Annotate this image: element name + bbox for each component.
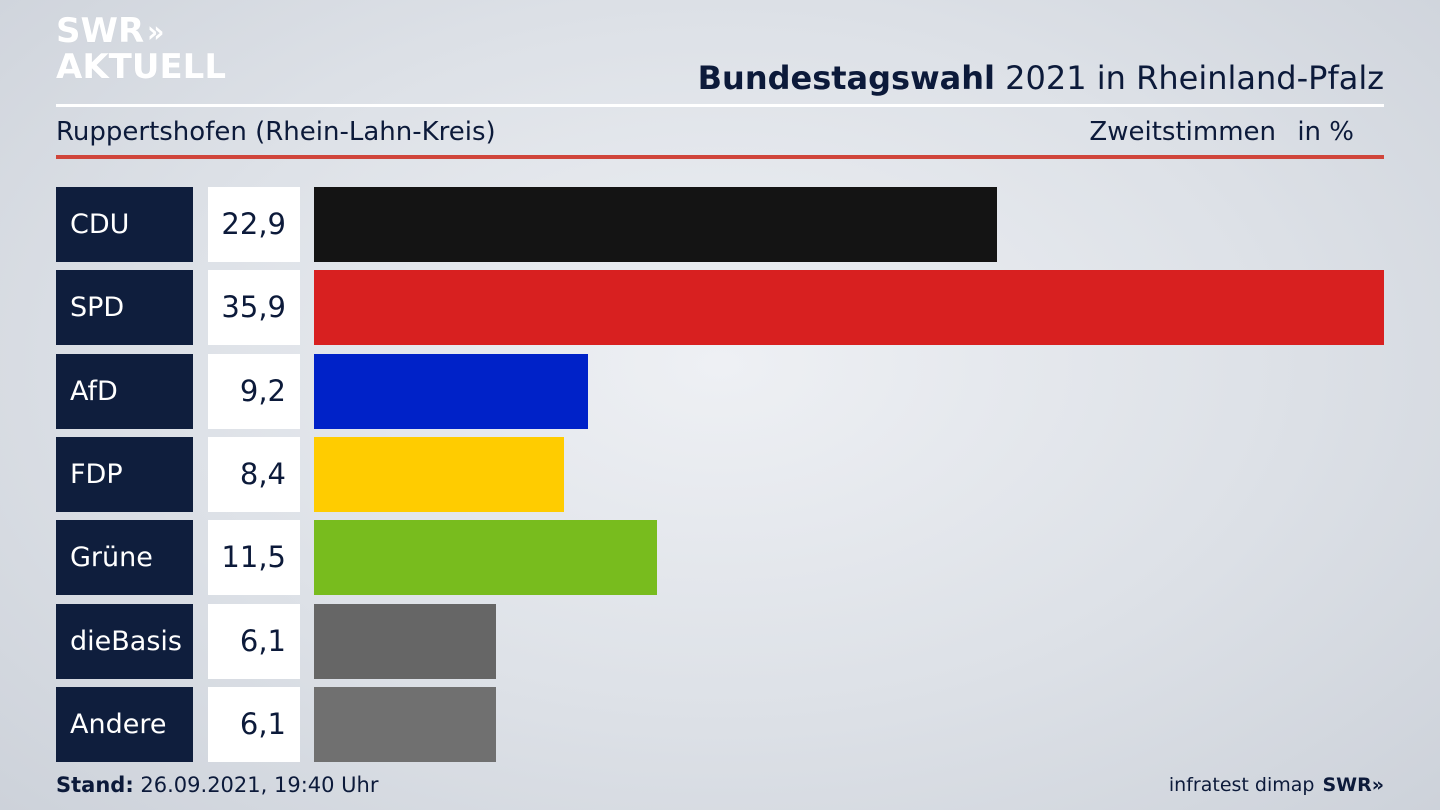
bar-row: SPD 35,9 [56,270,1384,345]
party-label: SPD [56,270,193,345]
bar-row: CDU 22,9 [56,187,1384,262]
bar [314,354,588,429]
logo-chevron-icon: » [147,15,165,50]
title-bold-part: Bundestagswahl [697,59,995,97]
party-label: CDU [56,187,193,262]
party-label: AfD [56,354,193,429]
logo-swr-text: SWR [56,11,145,51]
bar [314,687,496,762]
value-label: 6,1 [208,687,300,762]
source-credit: infratest dimap SWR» [1169,771,1384,799]
unit-label: in % [1297,117,1354,147]
value-label: 9,2 [208,354,300,429]
bar-row: FDP 8,4 [56,437,1384,512]
party-label: dieBasis [56,604,193,679]
party-label: Grüne [56,520,193,595]
value-label: 35,9 [208,270,300,345]
swr-footer-logo: SWR» [1322,774,1384,796]
swr-aktuell-logo: SWR» AKTUELL [56,14,226,86]
bar-row: dieBasis 6,1 [56,604,1384,679]
value-label: 11,5 [208,520,300,595]
bar [314,520,657,595]
header-divider [56,104,1384,107]
stand-label: Stand: [56,773,134,797]
chart-title: Bundestagswahl 2021 in Rheinland-Pfalz [698,56,1384,100]
location-subtitle: Ruppertshofen (Rhein-Lahn-Kreis) [56,117,496,147]
accent-divider [56,155,1384,159]
value-label: 6,1 [208,604,300,679]
party-label: Andere [56,687,193,762]
party-label: FDP [56,437,193,512]
title-regular-part: 2021 in Rheinland-Pfalz [995,59,1384,97]
bar-row: Andere 6,1 [56,687,1384,762]
bar-row: AfD 9,2 [56,354,1384,429]
bar [314,437,564,512]
bar [314,270,1384,345]
timestamp: Stand: 26.09.2021, 19:40 Uhr [56,771,379,799]
logo-aktuell-text: AKTUELL [56,47,227,87]
bar [314,187,997,262]
bar-row: Grüne 11,5 [56,520,1384,595]
bar [314,604,496,679]
value-label: 8,4 [208,437,300,512]
stand-value: 26.09.2021, 19:40 Uhr [133,773,379,797]
source-label: infratest dimap [1168,774,1315,796]
vote-type-label: Zweitstimmen [1089,117,1276,147]
value-label: 22,9 [208,187,300,262]
